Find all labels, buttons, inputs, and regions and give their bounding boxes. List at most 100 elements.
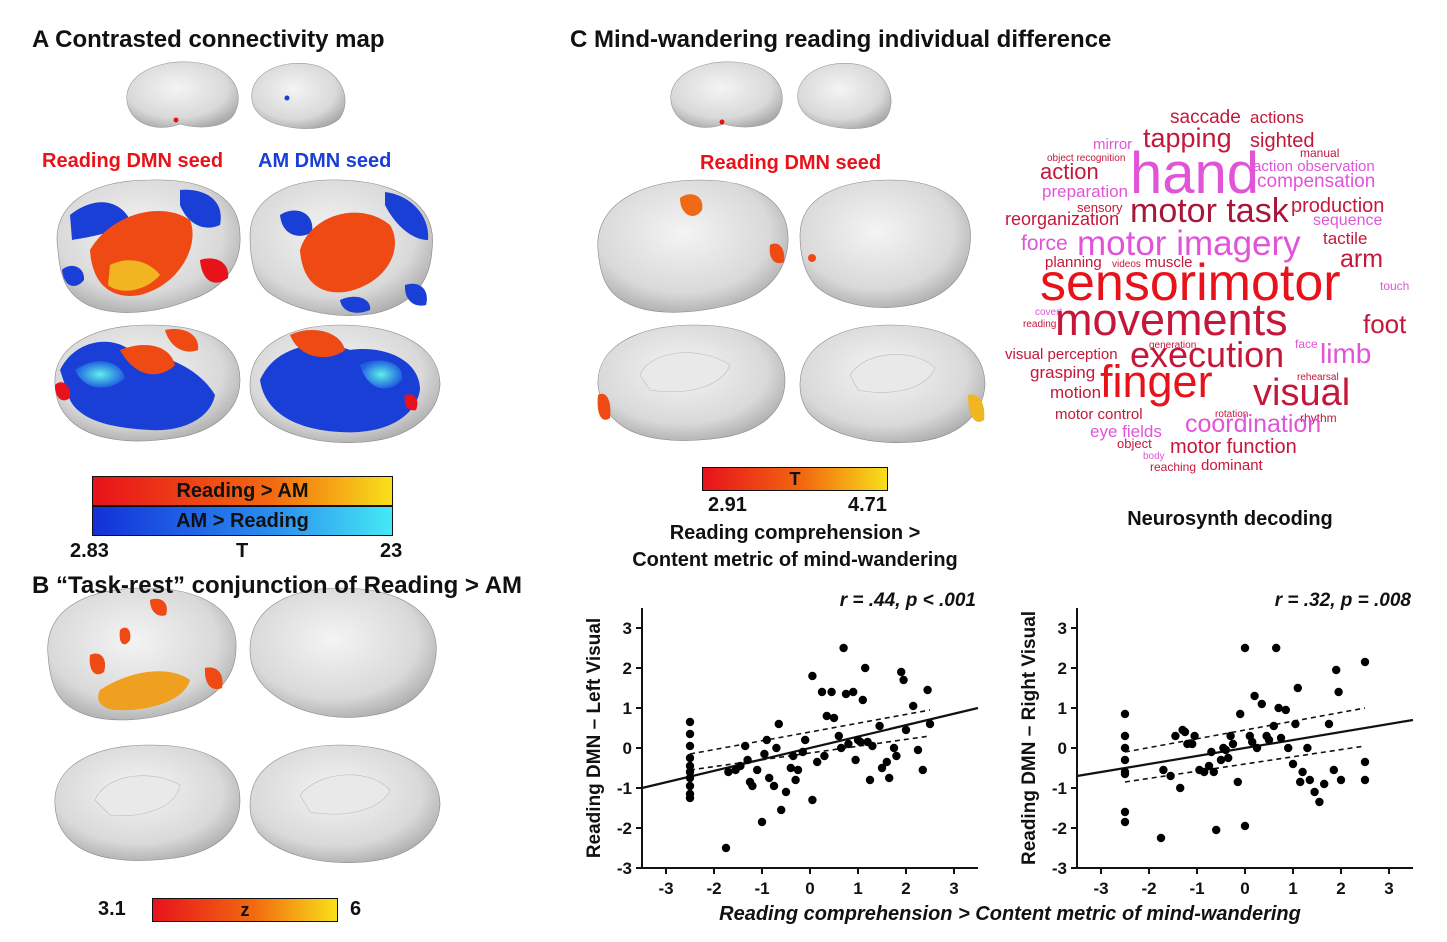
scatter-point bbox=[1176, 783, 1185, 793]
ci-lower-line bbox=[689, 735, 931, 771]
brain-c-lateral-right bbox=[799, 179, 971, 308]
scatter-point bbox=[1324, 719, 1334, 729]
scatter-right: -3 -2 -1 0 1 2 3 -3 -2 -1 0 1 2 3 Reading DMN – Right … bbox=[1019, 590, 1414, 898]
scatter-point bbox=[808, 795, 817, 805]
wordcloud-word: rotation bbox=[1215, 409, 1248, 420]
scatter-point bbox=[834, 731, 843, 741]
wordcloud-word: object recognition bbox=[1047, 153, 1125, 164]
scatter-point bbox=[1236, 709, 1245, 719]
scatter-point bbox=[1329, 765, 1338, 775]
colorbar-c: T bbox=[702, 467, 888, 491]
scatter-point bbox=[685, 753, 695, 763]
scatter-point bbox=[1248, 737, 1257, 747]
scatter-point bbox=[801, 735, 810, 745]
wordcloud-word: compensation bbox=[1257, 171, 1375, 192]
scatter-point bbox=[1240, 821, 1250, 831]
scatter-point bbox=[1216, 755, 1226, 765]
x-tick-label: -2 bbox=[1141, 879, 1156, 898]
wordcloud-word: reaching bbox=[1150, 460, 1196, 474]
scatter-point bbox=[685, 793, 695, 803]
scatter-point bbox=[685, 761, 695, 771]
colorbar-reading-gt-am-label: Reading > AM bbox=[176, 479, 309, 502]
seed-label-c: Reading DMN seed bbox=[700, 152, 882, 174]
scatter-point bbox=[724, 767, 733, 777]
brain-c-medial-left bbox=[597, 324, 786, 441]
seed-brain-left-c bbox=[670, 61, 783, 128]
scatter-point bbox=[1303, 743, 1312, 753]
wordcloud-word: foot bbox=[1363, 309, 1407, 339]
scatter-point bbox=[1171, 731, 1180, 741]
wordcloud-word: limb bbox=[1320, 338, 1371, 369]
x-tick-label: 3 bbox=[949, 879, 958, 898]
colorbar-am-gt-reading: AM > Reading bbox=[92, 506, 393, 536]
brain-a-medial-right bbox=[249, 324, 441, 443]
scatter-point bbox=[1250, 691, 1259, 701]
scatter-point bbox=[1204, 761, 1214, 771]
scatter-point bbox=[685, 717, 695, 727]
wordcloud-word: production bbox=[1291, 195, 1384, 217]
shared-x-label: Reading comprehension > Content metric o… bbox=[719, 903, 1301, 925]
scatter-point bbox=[748, 781, 757, 791]
scatter-point bbox=[1310, 787, 1319, 797]
wordcloud-word: motor task bbox=[1130, 192, 1290, 230]
scatter-point bbox=[1212, 825, 1221, 835]
scatter-point bbox=[772, 743, 781, 753]
scatter-point bbox=[1190, 731, 1199, 741]
wordcloud-word: motion bbox=[1050, 383, 1101, 402]
scatter-point bbox=[685, 773, 695, 783]
scatter-point bbox=[1252, 743, 1262, 753]
colorbar-a-min: 2.83 bbox=[70, 540, 109, 562]
wordcloud-word: muscle bbox=[1145, 254, 1193, 271]
scatter-point bbox=[762, 735, 771, 745]
scatter-point bbox=[1264, 735, 1274, 745]
scatter-point bbox=[1360, 757, 1370, 767]
scatter-point bbox=[1296, 777, 1305, 787]
scatter-point bbox=[721, 843, 731, 853]
wordcloud-word: dominant bbox=[1201, 457, 1264, 474]
scatter-point bbox=[1281, 705, 1290, 715]
scatter-point bbox=[743, 755, 752, 765]
panel-b-title: B “Task-rest” conjunction of Reading > A… bbox=[32, 572, 523, 599]
neurosynth-label: Neurosynth decoding bbox=[1127, 508, 1333, 530]
scatter-point bbox=[875, 721, 884, 731]
colorbar-b-mid: z bbox=[240, 899, 250, 920]
contrast-line-1: Reading comprehension > bbox=[669, 522, 921, 544]
fit-line bbox=[641, 706, 979, 790]
y-tick-label: 0 bbox=[623, 739, 632, 758]
y-tick-label: 0 bbox=[1058, 739, 1067, 758]
x-tick-label: 0 bbox=[1240, 879, 1249, 898]
y-tick-label: 1 bbox=[623, 699, 632, 718]
brain-b-medial-left bbox=[54, 744, 241, 861]
scatter-point bbox=[808, 671, 817, 681]
scatter-point bbox=[1209, 767, 1218, 777]
scatter-point bbox=[1276, 733, 1286, 743]
x-tick-label: -1 bbox=[1189, 879, 1204, 898]
scatter-point bbox=[1291, 719, 1300, 729]
colorbar-b-min: 3.1 bbox=[98, 898, 126, 920]
scatter-point bbox=[1293, 683, 1302, 693]
neurosynth-wordcloud: saccade actions tapping sighted mirror manual… bbox=[1005, 107, 1409, 474]
wordcloud-word: hand bbox=[1130, 141, 1259, 206]
x-tick-label: -3 bbox=[658, 879, 673, 898]
x-tick-label: 1 bbox=[853, 879, 862, 898]
scatter-point bbox=[889, 743, 899, 753]
scatter-point bbox=[1224, 753, 1233, 763]
y-tick-label: -2 bbox=[1052, 819, 1067, 838]
ci-upper-line bbox=[689, 709, 931, 755]
scatter-point bbox=[777, 805, 786, 815]
scatter-point bbox=[844, 739, 853, 749]
seed-brain-right-c bbox=[797, 63, 892, 129]
x-tick-label: -2 bbox=[706, 879, 721, 898]
scatter-point bbox=[760, 749, 769, 759]
wordcloud-word: actions bbox=[1250, 108, 1304, 127]
y-tick-label: -2 bbox=[617, 819, 632, 838]
scatter-point bbox=[1284, 743, 1293, 753]
panel-a-title: A Contrasted connectivity map bbox=[32, 26, 385, 53]
wordcloud-word: movements bbox=[1055, 294, 1288, 345]
seed-label-am: AM DMN seed bbox=[258, 150, 392, 172]
scatter-point bbox=[839, 643, 848, 653]
scatter-point bbox=[897, 667, 906, 677]
colorbar-a-max: 23 bbox=[380, 540, 403, 562]
scatter-point bbox=[753, 765, 762, 775]
stats-label: r = .32, p = .008 bbox=[1275, 590, 1412, 611]
